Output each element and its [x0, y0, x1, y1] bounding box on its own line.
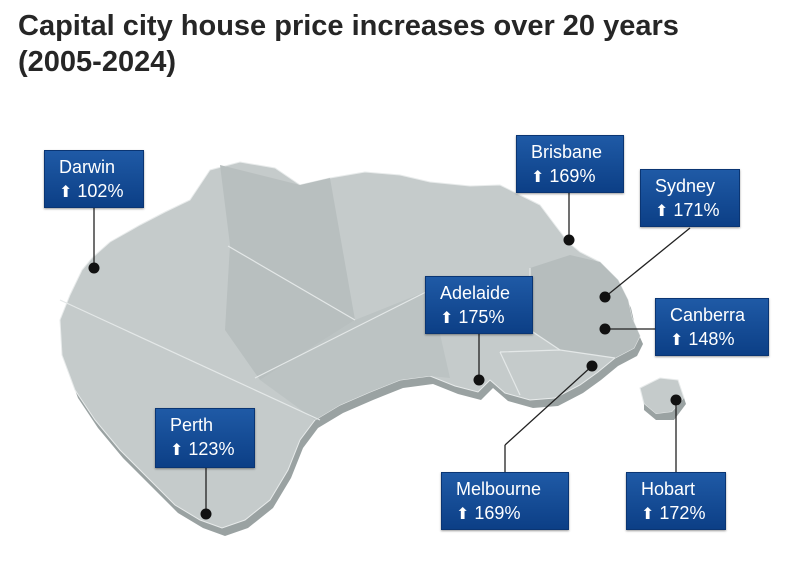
- label-adelaide: Adelaide ⬆ 175%: [425, 276, 533, 334]
- city-change: 169%: [474, 503, 521, 523]
- title-line-1: Capital city house price increases over …: [18, 10, 679, 42]
- city-name: Perth: [170, 415, 214, 435]
- dot-melbourne: [586, 360, 598, 372]
- city-name: Hobart: [641, 479, 696, 499]
- dot-hobart: [670, 394, 682, 406]
- up-arrow-icon: ⬆: [456, 506, 470, 523]
- city-name: Sydney: [655, 176, 716, 196]
- dot-darwin: [88, 262, 100, 274]
- label-darwin: Darwin ⬆ 102%: [44, 150, 144, 208]
- up-arrow-icon: ⬆: [531, 169, 545, 186]
- city-change: 169%: [549, 166, 596, 186]
- dot-adelaide: [473, 374, 485, 386]
- city-name: Melbourne: [456, 479, 542, 499]
- up-arrow-icon: ⬆: [440, 310, 454, 327]
- dot-canberra: [599, 323, 611, 335]
- city-change: 148%: [688, 329, 735, 349]
- city-change: 175%: [458, 307, 505, 327]
- connector-lines: [93, 192, 691, 514]
- up-arrow-icon: ⬆: [59, 184, 73, 201]
- city-change: 102%: [77, 181, 124, 201]
- label-melbourne: Melbourne ⬆ 169%: [441, 472, 569, 530]
- label-perth: Perth ⬆ 123%: [155, 408, 255, 468]
- city-change: 172%: [659, 503, 706, 523]
- dot-sydney: [599, 291, 611, 303]
- city-name: Brisbane: [531, 142, 603, 162]
- dot-perth: [200, 508, 212, 520]
- city-name: Canberra: [670, 305, 746, 325]
- label-sydney: Sydney ⬆ 171%: [640, 169, 740, 227]
- up-arrow-icon: ⬆: [170, 442, 184, 459]
- region-northern-territory: [220, 165, 355, 380]
- region-new-south-wales: [530, 255, 640, 358]
- up-arrow-icon: ⬆: [670, 332, 684, 349]
- up-arrow-icon: ⬆: [655, 203, 669, 220]
- city-change: 171%: [673, 200, 720, 220]
- label-brisbane: Brisbane ⬆ 169%: [516, 135, 624, 193]
- label-canberra: Canberra ⬆ 148%: [655, 298, 769, 356]
- region-south-australia: [260, 290, 450, 420]
- city-dots: [88, 234, 682, 520]
- city-name: Adelaide: [440, 283, 511, 303]
- city-change: 123%: [188, 439, 235, 459]
- label-hobart: Hobart ⬆ 172%: [626, 472, 726, 530]
- chart-title: Capital city house price increases over …: [18, 8, 778, 80]
- dot-brisbane: [563, 234, 575, 246]
- title-line-2: (2005-2024): [18, 46, 176, 78]
- up-arrow-icon: ⬆: [641, 506, 655, 523]
- city-name: Darwin: [59, 157, 116, 177]
